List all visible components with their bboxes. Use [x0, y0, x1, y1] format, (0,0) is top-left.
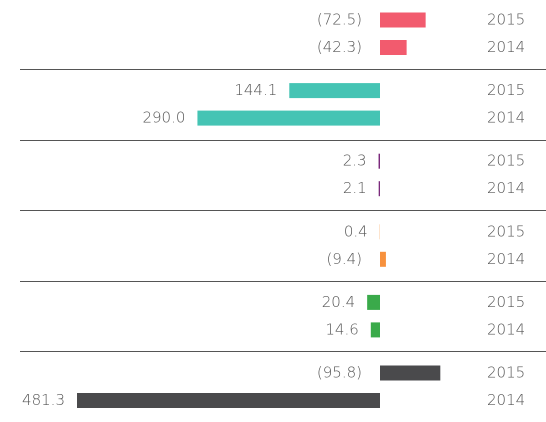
year-label: 2014: [487, 109, 525, 127]
year-label: 2014: [487, 320, 525, 338]
year-label: 2015: [487, 152, 525, 170]
value-label: 2.3: [343, 152, 367, 170]
value-label: (95.8): [317, 364, 362, 382]
value-label: 2.1: [343, 179, 367, 197]
value-label: (9.4): [326, 250, 362, 268]
value-label: 144.1: [234, 81, 277, 99]
year-label: 2015: [487, 364, 525, 382]
bar: [380, 251, 386, 267]
value-label: (72.5): [317, 11, 362, 29]
year-label: 2015: [487, 293, 525, 311]
value-label: 290.0: [142, 109, 185, 127]
bar: [77, 393, 380, 408]
value-label: 481.3: [22, 391, 65, 409]
year-label: 2014: [487, 38, 525, 56]
value-label: 14.6: [325, 320, 358, 338]
bar: [378, 181, 380, 197]
year-label: 2014: [487, 391, 525, 409]
year-label: 2014: [487, 250, 525, 268]
value-label: (42.3): [317, 38, 362, 56]
value-label: 0.4: [344, 222, 368, 240]
year-label: 2015: [487, 81, 525, 99]
bar: [367, 294, 380, 310]
year-label: 2014: [487, 179, 525, 197]
bar: [289, 83, 380, 99]
bar: [380, 365, 441, 381]
bar: [380, 12, 426, 28]
bar: [197, 110, 380, 126]
year-label: 2015: [487, 222, 525, 240]
value-label: 20.4: [322, 293, 355, 311]
bar: [380, 40, 407, 55]
bar: [378, 153, 380, 169]
year-label: 2015: [487, 11, 525, 29]
bar: [370, 322, 380, 338]
